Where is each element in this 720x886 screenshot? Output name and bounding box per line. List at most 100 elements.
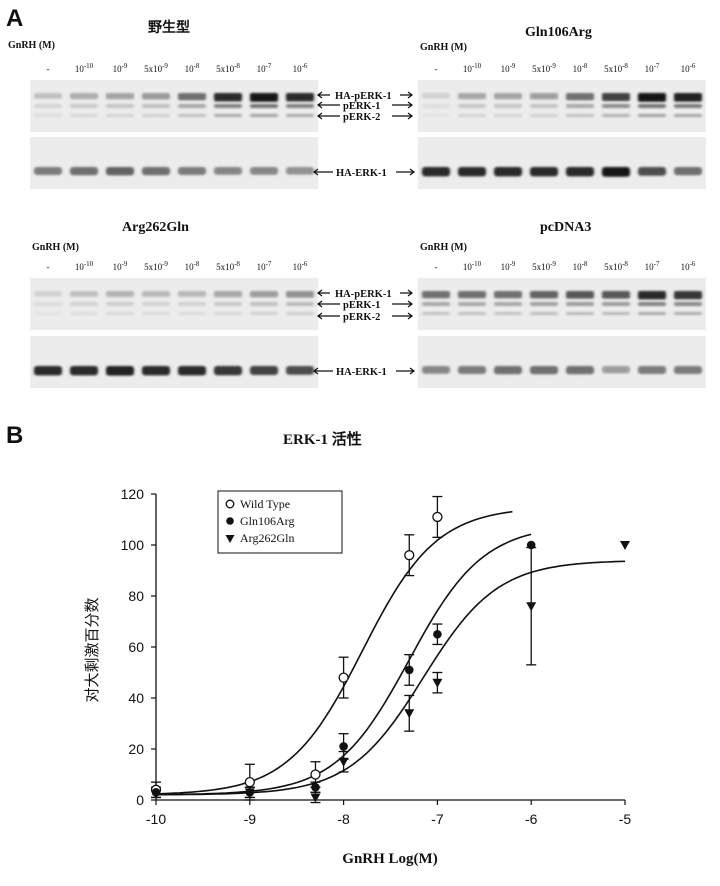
lane-label: 10-10 bbox=[75, 260, 94, 272]
lane-label: - bbox=[47, 64, 50, 74]
band bbox=[105, 93, 135, 100]
band bbox=[565, 114, 595, 117]
lane-label: 10-10 bbox=[463, 260, 482, 272]
band bbox=[637, 167, 667, 176]
blot-gln106arg: Gln106Arg GnRH (M) - 10-10 10-9 5x10-9 10-8 5… bbox=[418, 25, 706, 189]
band bbox=[673, 366, 703, 374]
band bbox=[601, 104, 631, 108]
band bbox=[213, 302, 243, 306]
band bbox=[529, 114, 559, 117]
band bbox=[177, 104, 207, 108]
band bbox=[285, 114, 315, 117]
legend-entry-wild-type: Wild Type bbox=[240, 497, 290, 511]
y-axis-label: 对大剩激百分数 bbox=[83, 597, 101, 702]
y-tick-label: 60 bbox=[128, 639, 144, 655]
erk-blot-membrane bbox=[418, 336, 706, 388]
lane-label: 5x10-9 bbox=[532, 260, 556, 272]
y-tick-label: 100 bbox=[121, 537, 145, 553]
band bbox=[637, 291, 667, 300]
gnrh-label: GnRH (M) bbox=[420, 42, 467, 53]
band bbox=[33, 104, 63, 108]
lane-label: 5x10-8 bbox=[216, 62, 240, 74]
data-point-arg262gln bbox=[244, 788, 255, 798]
band bbox=[529, 167, 559, 177]
band bbox=[69, 167, 99, 176]
lane-label: - bbox=[435, 262, 438, 272]
band bbox=[141, 114, 171, 117]
lane-label: 10-7 bbox=[257, 62, 272, 74]
band bbox=[673, 104, 703, 108]
band-label-perk1: pERK-1 bbox=[343, 101, 380, 112]
blot-title: Gln106Arg bbox=[525, 25, 592, 40]
band bbox=[421, 114, 451, 117]
band bbox=[285, 366, 315, 375]
data-point-wild-type bbox=[432, 511, 443, 523]
lane-label: 10-8 bbox=[573, 62, 588, 74]
data-point-gln106arg bbox=[404, 665, 414, 675]
lane-label: 10-6 bbox=[293, 260, 308, 272]
x-axis-label: GnRH Log(M) bbox=[342, 851, 437, 867]
data-point-arg262gln bbox=[404, 709, 415, 719]
band bbox=[601, 93, 631, 101]
panel-a-label: A bbox=[6, 5, 23, 32]
band bbox=[493, 104, 523, 108]
lane-label: 10-7 bbox=[257, 260, 272, 272]
band bbox=[637, 114, 667, 117]
band bbox=[249, 302, 279, 306]
band bbox=[637, 312, 667, 315]
x-tick-label: -5 bbox=[619, 811, 632, 827]
band bbox=[457, 366, 487, 374]
band bbox=[105, 291, 135, 297]
gnrh-label: GnRH (M) bbox=[420, 242, 467, 253]
lane-label: 10-9 bbox=[501, 260, 516, 272]
erk-blot-membrane bbox=[30, 336, 318, 388]
x-tick-label: -7 bbox=[431, 811, 444, 827]
lane-label: 5x10-8 bbox=[604, 260, 628, 272]
band bbox=[421, 312, 451, 315]
band bbox=[69, 104, 99, 108]
blot-pcdna3: pcDNA3 GnRH (M) - 10-10 10-9 5x10-9 10-8 5x10… bbox=[418, 220, 706, 388]
blot-title: pcDNA3 bbox=[540, 220, 591, 235]
band bbox=[285, 104, 315, 108]
band bbox=[285, 312, 315, 315]
lane-label: - bbox=[435, 64, 438, 74]
band bbox=[637, 104, 667, 108]
band bbox=[177, 167, 207, 175]
arrow-left-icon bbox=[317, 312, 340, 320]
panel-b-label: B bbox=[6, 422, 23, 449]
arrow-right-icon bbox=[392, 112, 413, 120]
lane-label: 10-10 bbox=[463, 62, 482, 74]
data-point-arg262gln bbox=[310, 793, 321, 803]
band bbox=[33, 93, 63, 99]
arrow-right-icon bbox=[392, 300, 413, 308]
band bbox=[33, 114, 63, 117]
data-point-gln106arg bbox=[339, 742, 348, 751]
arrow-left-icon bbox=[313, 367, 333, 375]
band bbox=[69, 366, 99, 376]
band bbox=[493, 312, 523, 315]
band-labels-bottom: HA-pERK-1 pERK-1 pERK-2 HA-ERK-1 bbox=[313, 289, 415, 378]
band bbox=[285, 302, 315, 306]
band bbox=[249, 93, 279, 102]
arrow-left-icon bbox=[313, 168, 333, 176]
band bbox=[141, 302, 171, 306]
band bbox=[177, 114, 207, 117]
band bbox=[457, 167, 487, 177]
arrow-left-icon bbox=[317, 112, 340, 120]
arrow-right-icon bbox=[396, 168, 415, 176]
lane-label: 10-9 bbox=[113, 62, 128, 74]
band bbox=[601, 366, 631, 374]
band bbox=[673, 291, 703, 300]
legend-entry-arg262gln: Arg262Gln bbox=[240, 531, 294, 545]
band bbox=[33, 366, 63, 376]
band bbox=[249, 366, 279, 375]
band-label-perk1: pERK-1 bbox=[343, 300, 380, 311]
x-tick-label: -10 bbox=[146, 811, 166, 827]
arrow-left-icon bbox=[317, 300, 340, 308]
band bbox=[673, 312, 703, 315]
band bbox=[601, 312, 631, 315]
band bbox=[177, 312, 207, 315]
band bbox=[421, 366, 451, 374]
band bbox=[565, 366, 595, 375]
